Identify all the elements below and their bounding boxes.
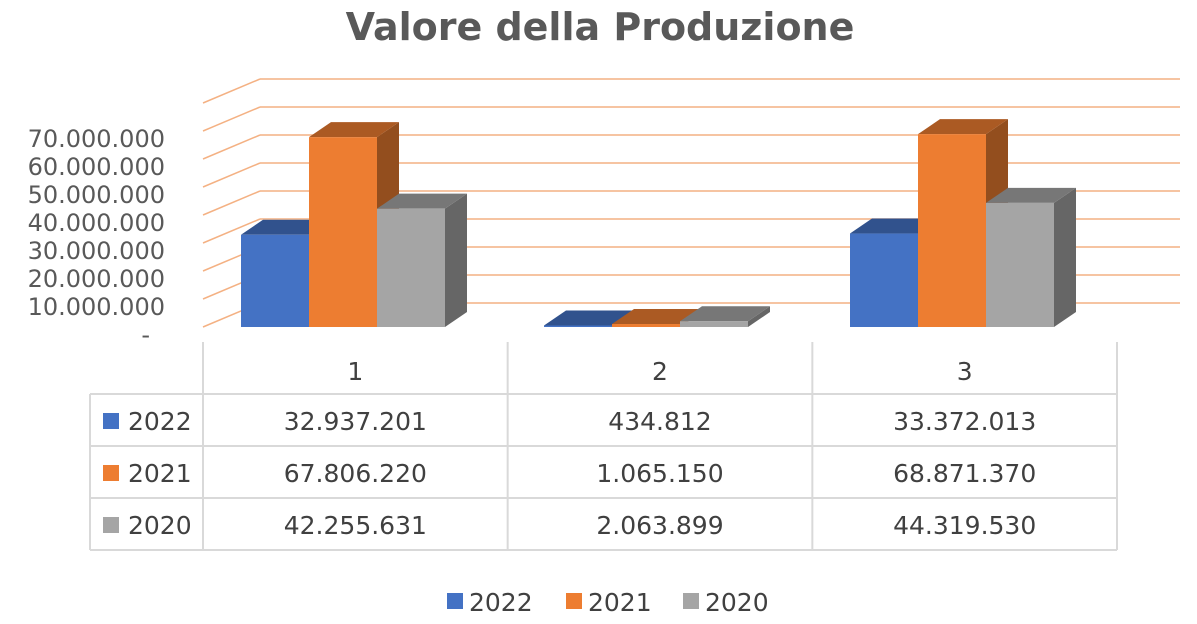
bar-2020-1 bbox=[377, 193, 467, 327]
y-tick-label: 70.000.000 bbox=[28, 125, 165, 153]
gridline-side bbox=[202, 218, 261, 244]
table-series-label: 2022 bbox=[128, 407, 192, 436]
legend-key bbox=[566, 593, 582, 609]
gridline-side bbox=[202, 190, 261, 216]
y-tick-label: 60.000.000 bbox=[28, 153, 165, 181]
y-tick-label: 30.000.000 bbox=[28, 237, 165, 265]
legend-key bbox=[683, 593, 699, 609]
y-tick-label: 20.000.000 bbox=[28, 265, 165, 293]
chart-title: Valore della Produzione bbox=[346, 5, 855, 49]
y-axis-ticks: -10.000.00020.000.00030.000.00040.000.00… bbox=[28, 125, 165, 349]
table-series-label: 2021 bbox=[128, 459, 192, 488]
gridline-side bbox=[202, 134, 261, 160]
legend-label: 2020 bbox=[705, 588, 769, 617]
category-label: 3 bbox=[957, 357, 973, 386]
data-label: 42.255.631 bbox=[284, 511, 427, 540]
category-label: 2 bbox=[652, 357, 668, 386]
y-tick-label: - bbox=[141, 321, 150, 349]
bars bbox=[241, 119, 1076, 328]
data-label: 33.372.013 bbox=[893, 407, 1036, 436]
bar-2020-3 bbox=[986, 187, 1076, 327]
data-label: 1.065.150 bbox=[596, 459, 723, 488]
category-label: 1 bbox=[347, 357, 363, 386]
data-table: 1 2 3 2022 32.937.201 434.812 33.372.013 2021 67… bbox=[89, 342, 1118, 551]
legend-label: 2022 bbox=[469, 588, 533, 617]
data-label: 2.063.899 bbox=[596, 511, 723, 540]
y-tick-label: 40.000.000 bbox=[28, 209, 165, 237]
y-tick-label: 50.000.000 bbox=[28, 181, 165, 209]
data-label: 44.319.530 bbox=[893, 511, 1036, 540]
table-legend-key bbox=[103, 465, 119, 481]
legend-label: 2021 bbox=[588, 588, 652, 617]
bar-2020-2 bbox=[680, 306, 770, 327]
legend-key bbox=[447, 593, 463, 609]
table-legend-key bbox=[103, 517, 119, 533]
y-tick-label: 10.000.000 bbox=[28, 293, 165, 321]
gridline-side bbox=[202, 78, 261, 104]
table-legend-key bbox=[103, 413, 119, 429]
data-label: 32.937.201 bbox=[284, 407, 427, 436]
data-label: 68.871.370 bbox=[893, 459, 1036, 488]
gridline-side bbox=[202, 162, 261, 188]
gridline-side bbox=[202, 106, 261, 132]
legend: 2022 2021 2020 bbox=[447, 588, 769, 617]
data-label: 434.812 bbox=[608, 407, 711, 436]
data-label: 67.806.220 bbox=[284, 459, 427, 488]
table-series-label: 2020 bbox=[128, 511, 192, 540]
